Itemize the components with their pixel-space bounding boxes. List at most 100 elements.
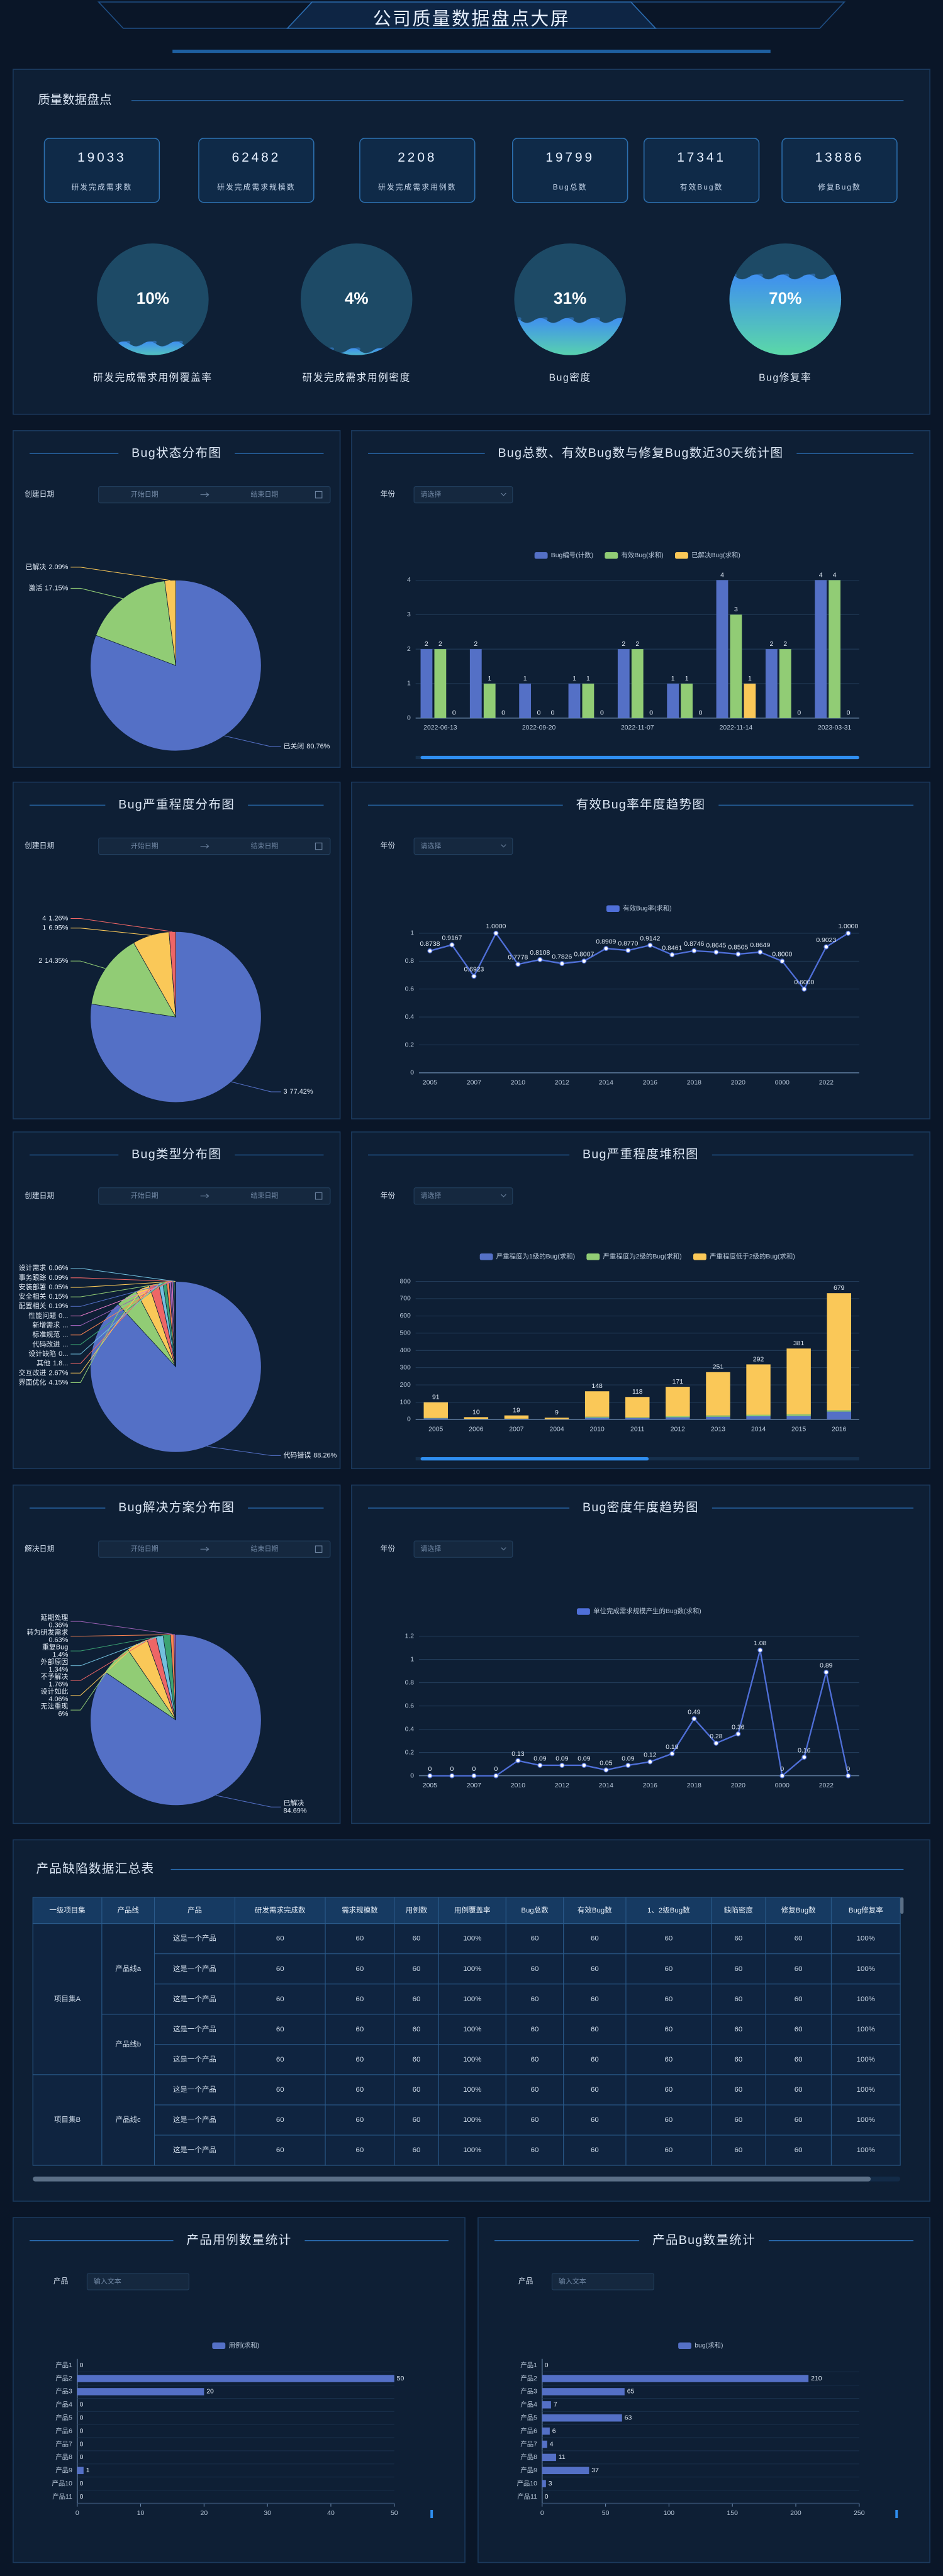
date-end: 结束日期 (251, 1545, 279, 1553)
data-label: 0.8007 (574, 951, 594, 958)
data-label: 251 (713, 1364, 724, 1371)
bar-segment (666, 1417, 690, 1419)
point (449, 942, 455, 948)
pie-value: 84.69% (283, 1807, 306, 1814)
data-label: 0 (452, 710, 456, 717)
point (801, 1754, 807, 1760)
y-tick-label: 700 (399, 1296, 411, 1302)
point (669, 1751, 675, 1757)
date-range[interactable] (98, 1540, 331, 1558)
legend-swatch (605, 552, 618, 559)
bar (730, 614, 742, 718)
filter-label: 年份 (381, 1191, 396, 1200)
table-cell: 60 (664, 2146, 672, 2154)
placeholder: 输入文本 (559, 2277, 586, 2285)
data-label: 0.89 (820, 1662, 833, 1669)
filter-label: 年份 (381, 490, 396, 499)
table-cell-bg (505, 2074, 564, 2106)
text-input[interactable] (86, 2273, 189, 2290)
point (537, 1762, 543, 1768)
table-cell-bg (563, 1984, 627, 2015)
bar-segment (584, 1391, 610, 1417)
panel-title: Bug严重程度分布图 (118, 797, 235, 811)
legend-label: 严重程度低于2级的Bug(求和) (710, 1252, 795, 1260)
data-label: 0.8770 (618, 941, 638, 948)
data-label: 0 (551, 710, 555, 717)
pie-label: 代码改进... (32, 1340, 68, 1348)
data-label: 0 (472, 1766, 476, 1773)
column-header: 有效Bug数 (578, 1906, 612, 1914)
pie-category: 2 (38, 957, 42, 965)
select[interactable] (413, 837, 513, 855)
page-title: 公司质量数据盘点大屏 (373, 9, 570, 30)
y-tick-label: 产品5 (520, 2413, 537, 2421)
y-tick-label: 100 (399, 1399, 411, 1406)
date-range[interactable] (98, 837, 331, 855)
kpi-label: 研发完成需求规模数 (217, 182, 296, 191)
select[interactable] (413, 486, 513, 504)
y-tick-label: 产品11 (52, 2492, 72, 2501)
pie-label: 无法重现 6% (41, 1701, 69, 1718)
data-label: 0 (780, 1766, 784, 1773)
column-header: 用例覆盖率 (454, 1906, 490, 1914)
panel (351, 781, 930, 1119)
x-tick-label: 10 (137, 2510, 145, 2517)
column-header-bg (625, 1897, 712, 1924)
v-scroll-thumb[interactable] (900, 1897, 904, 1914)
scroll-thumb[interactable] (895, 2509, 898, 2519)
group-cell: 项目集B (54, 2115, 81, 2124)
select[interactable] (413, 1540, 513, 1558)
point (647, 942, 653, 948)
pie-label: 已解决 84.69% (283, 1798, 306, 1814)
legend: 用例(求和) (212, 2341, 259, 2350)
pie-value: 0.63% (48, 1636, 68, 1644)
date-range[interactable] (98, 1187, 331, 1205)
x-tick-label: 30 (264, 2510, 271, 2517)
x-tick-label: 2016 (643, 1782, 657, 1789)
gauge-label: Bug修复率 (759, 372, 812, 383)
point (559, 961, 565, 967)
data-label: 0.8461 (662, 945, 682, 952)
data-label: 91 (432, 1394, 440, 1401)
y-tick-label: 3 (407, 611, 411, 618)
table-cell-bg (153, 2135, 235, 2166)
bar (542, 2414, 622, 2422)
x-tick-label: 50 (602, 2510, 610, 2517)
data-label: 0.6923 (464, 967, 484, 974)
calendar-icon (315, 1192, 323, 1200)
filter-label: 解决日期 (25, 1544, 54, 1553)
scroll-thumb[interactable] (430, 2509, 433, 2519)
bar (434, 649, 447, 718)
column-header: 修复Bug数 (781, 1906, 816, 1914)
date-range[interactable] (98, 486, 331, 504)
data-label: 1.0000 (838, 923, 858, 930)
legend: 有效Bug率(求和) (606, 904, 672, 913)
pie-category: 设计缺陷 (28, 1349, 56, 1358)
x-tick-label: 0 (75, 2510, 79, 2517)
h-scroll-thumb[interactable] (33, 2176, 871, 2182)
data-label: 0.05 (600, 1760, 613, 1767)
data-label: 0 (450, 1766, 454, 1773)
data-label: 3 (549, 2480, 552, 2487)
point (625, 1762, 631, 1768)
label-line (70, 587, 123, 599)
table-cell: 100% (857, 2056, 875, 2063)
legend-swatch (576, 1608, 590, 1615)
column-header: 研发需求完成数 (255, 1906, 306, 1914)
x-tick-label: 2012 (555, 1782, 569, 1789)
point (603, 1767, 609, 1773)
x-tick-label: 2007 (509, 1426, 523, 1433)
text-input[interactable] (551, 2273, 654, 2290)
data-label: 381 (793, 1340, 805, 1347)
bar (483, 683, 496, 718)
point (713, 1740, 719, 1746)
data-label: 0.8645 (706, 942, 726, 949)
bar-segment (464, 1417, 489, 1419)
zoom-thumb[interactable] (420, 1457, 649, 1461)
data-label: 1 (671, 675, 675, 682)
x-tick-label: 20 (201, 2510, 208, 2517)
select[interactable] (413, 1187, 513, 1205)
zoom-thumb[interactable] (420, 755, 859, 760)
y-tick-label: 0.4 (405, 1014, 415, 1021)
x-tick-label: 2013 (711, 1426, 725, 1433)
